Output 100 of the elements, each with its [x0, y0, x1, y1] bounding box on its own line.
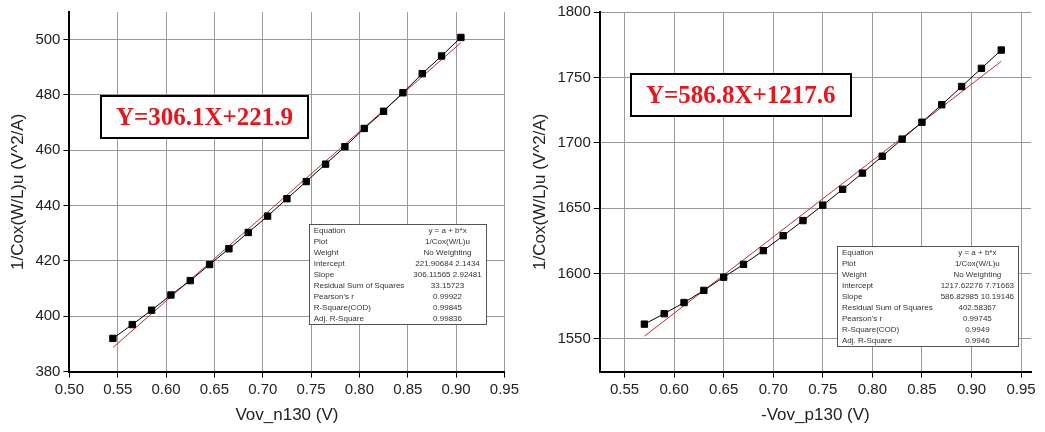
y-tick-label: 1550 [557, 329, 591, 347]
annotation: Equation [840, 246, 875, 258]
annotation: 586.82985 10.19146 [939, 290, 1016, 302]
annotation: Pearson's r [312, 291, 355, 303]
annotation: 33.15723 [429, 280, 466, 292]
y-tick-label: 500 [35, 29, 61, 47]
point [283, 195, 291, 203]
annotation: 221.90684 2.1434 [414, 258, 481, 270]
x-tick-label: 0.65 [709, 379, 739, 397]
point [700, 286, 708, 295]
y-tick-label: 1800 [557, 2, 591, 20]
y-tick-label: 1700 [557, 132, 591, 150]
x-tick-label: 0.75 [296, 379, 326, 397]
annotation: R-Square(COD) [312, 302, 372, 314]
annotation: 0.9949 [964, 323, 991, 335]
point [799, 216, 807, 225]
x-axis-title: Vov_n130 (V) [235, 405, 339, 425]
y-tick-label: 420 [35, 251, 61, 269]
x-tick-label: 0.90 [956, 379, 987, 397]
annotation: Pearson's r [840, 312, 884, 324]
y-tick-label: 460 [35, 140, 61, 158]
annotation: Equation [312, 225, 347, 237]
x-tick-label: 0.70 [758, 379, 788, 397]
point [957, 82, 966, 91]
y-tick-label: 440 [35, 195, 61, 213]
point [341, 143, 349, 151]
annotation: y = a + b*x [427, 225, 468, 237]
y-tick-label: 400 [35, 306, 61, 324]
annotation: 306.11565 2.92481 [412, 269, 483, 281]
annotation: Adj. R-Square [312, 313, 365, 325]
x-tick-label: 0.70 [248, 379, 278, 397]
annotation: 0.9946 [964, 334, 991, 347]
point [660, 309, 668, 318]
point [838, 185, 847, 193]
x-tick-label: 0.95 [489, 379, 519, 397]
y-tick-label: 1600 [557, 263, 591, 281]
annotation: Residual Sum of Squares [840, 301, 934, 313]
annotation: y = a + b*x [957, 246, 998, 258]
point [360, 124, 368, 133]
point [739, 260, 748, 269]
x-tick-label: 0.60 [151, 379, 181, 397]
point [680, 298, 688, 307]
annotation: Y=586.8X+1217.6 [629, 73, 852, 118]
x-tick-label: 0.90 [441, 379, 471, 397]
annotation: Plot [840, 257, 857, 269]
annotation: Intercept [840, 279, 875, 291]
annotation: Y=306.1X+221.9 [99, 94, 309, 139]
point [128, 320, 136, 329]
point [244, 228, 252, 237]
x-axis-title: -Vov_p130 (V) [761, 405, 870, 425]
point [205, 260, 214, 269]
point [819, 201, 827, 209]
point [437, 52, 446, 60]
annotation: 1217.62276 7.71663 [939, 279, 1016, 291]
point [858, 169, 867, 177]
point [263, 212, 272, 220]
x-tick-label: 0.85 [907, 379, 937, 397]
point [457, 33, 465, 42]
annotation: Slope [312, 269, 336, 281]
point [186, 276, 194, 285]
annotation: 1/Cox(W/L)u [953, 257, 1001, 269]
y-tick-label: 480 [35, 85, 61, 103]
annotation: No Weighting [952, 268, 1003, 280]
x-tick-label: 0.75 [808, 379, 838, 397]
annotation: Weight [840, 268, 868, 280]
annotation: 402.58367 [957, 301, 998, 313]
point [878, 152, 886, 160]
annotation: Plot [312, 236, 329, 248]
x-tick-label: 0.95 [1006, 379, 1036, 397]
point [418, 70, 426, 78]
point [977, 64, 986, 73]
point [759, 246, 768, 255]
y-tick-label: 1750 [557, 67, 591, 85]
x-tick-label: 0.65 [199, 379, 230, 397]
x-tick-label: 0.85 [393, 379, 423, 397]
x-tick-label: 0.55 [103, 379, 133, 397]
point [167, 291, 175, 299]
point [399, 89, 407, 97]
annotation: R-Square(COD) [840, 323, 901, 335]
point [918, 118, 926, 126]
y-tick-label: 1650 [557, 198, 591, 216]
annotation: 0.99922 [432, 291, 463, 303]
annotation: Weight [312, 247, 340, 259]
annotation: 1/Cox(W/L)u [424, 236, 471, 248]
point [898, 135, 906, 143]
annotation: 0.99745 [961, 312, 993, 324]
point [938, 101, 946, 109]
annotation: Residual Sum of Squares [312, 280, 406, 292]
annotation: Intercept [312, 258, 346, 270]
point [720, 273, 728, 281]
point [225, 245, 233, 253]
y-axis-title: 1/Cox(W/L)u (V^2/A) [529, 113, 549, 270]
point [640, 320, 649, 328]
y-axis-title: 1/Cox(W/L)u (V^2/A) [7, 113, 27, 270]
annotation: No Weighting [422, 247, 473, 259]
point [379, 107, 388, 115]
y-tick-label: 380 [35, 361, 61, 379]
annotation: Adj. R-Square [840, 334, 894, 347]
point [321, 160, 330, 168]
point [302, 177, 310, 186]
